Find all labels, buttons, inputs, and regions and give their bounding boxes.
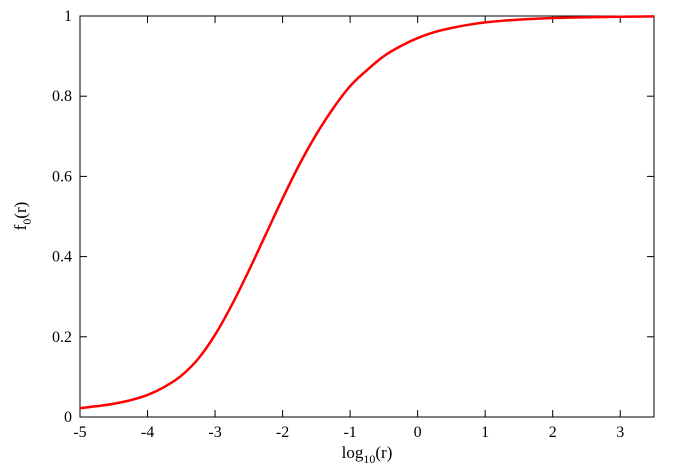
x-axis-title-sub: 10 xyxy=(363,452,375,466)
y-tick-label: 0.2 xyxy=(52,329,72,346)
x-tick-label: -4 xyxy=(141,424,154,441)
x-tick-label: -1 xyxy=(343,424,356,441)
x-tick-label: 3 xyxy=(616,424,624,441)
y-tick-label: 0.8 xyxy=(52,88,72,105)
x-tick-label: 2 xyxy=(549,424,557,441)
y-axis-title-sub: 0 xyxy=(20,219,34,225)
x-axis-title-base: log xyxy=(342,443,364,462)
series xyxy=(79,15,655,410)
series-line xyxy=(79,15,655,410)
y-axis-title-tail: (r) xyxy=(11,202,30,219)
x-axis-title-tail: (r) xyxy=(375,443,392,462)
tick-labels: -5 -4 -3 -2 -1 0 1 2 3 0 0.2 0.4 0.6 0.8 1 xyxy=(52,8,624,441)
x-tick-label: -3 xyxy=(208,424,221,441)
y-tick-label: 0.6 xyxy=(52,168,72,185)
x-axis-title: log10(r) xyxy=(342,443,393,466)
y-tick-label: 0.4 xyxy=(52,249,72,266)
y-tick-label: 0 xyxy=(64,409,72,426)
x-tick-label: -2 xyxy=(276,424,289,441)
plot-frame xyxy=(79,15,655,418)
ticks xyxy=(79,15,654,418)
x-tick-label: 0 xyxy=(414,424,422,441)
x-tick-label: -5 xyxy=(73,424,86,441)
y-axis-title-base: f xyxy=(11,224,30,230)
y-tick-label: 1 xyxy=(64,8,72,25)
x-tick-label: 1 xyxy=(481,424,489,441)
y-axis-title: f0(r) xyxy=(11,202,34,231)
